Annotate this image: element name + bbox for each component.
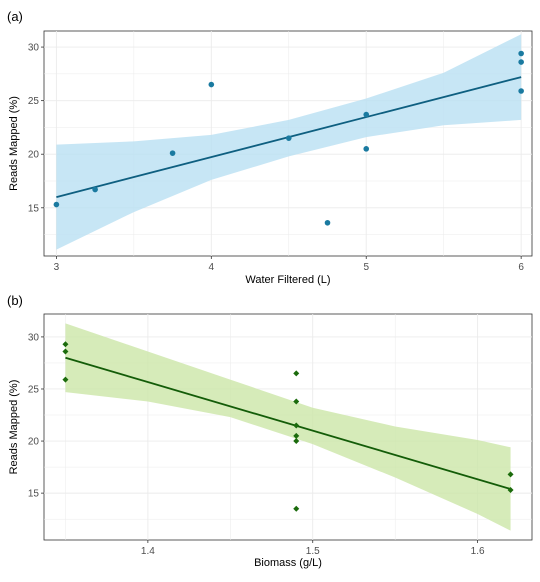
b-y-tick-label-0: 15 xyxy=(28,489,40,500)
a-data-point-6 xyxy=(363,111,370,118)
b-data-point-2 xyxy=(62,376,69,383)
b-data-point-7 xyxy=(293,438,300,445)
a-y-tick-label-0: 15 xyxy=(28,203,40,214)
b-data-point-0 xyxy=(62,341,69,348)
panel-a-y-axis-title: Reads Mapped (%) xyxy=(8,96,20,191)
panel-a-confidence-band xyxy=(56,34,522,250)
a-x-tick-label-2: 5 xyxy=(363,262,369,273)
a-data-point-8 xyxy=(518,50,524,57)
b-x-tick-label-2: 1.6 xyxy=(471,546,485,557)
a-data-point-0 xyxy=(53,201,60,208)
panel-a-y-ticks: 15 20 25 30 xyxy=(28,43,44,214)
a-x-tick-label-3: 6 xyxy=(518,262,524,273)
a-data-point-7 xyxy=(363,146,370,152)
b-data-point-3 xyxy=(293,370,300,377)
panel-a-x-ticks: 3 4 5 6 xyxy=(54,256,524,273)
a-data-point-1 xyxy=(92,186,98,193)
b-y-tick-label-2: 25 xyxy=(28,384,40,395)
panel-b-y-axis-title: Reads Mapped (%) xyxy=(8,380,20,475)
panel-b-confidence-band xyxy=(65,323,511,531)
panel-b-x-axis-title: Biomass (g/L) xyxy=(254,557,322,569)
a-x-tick-label-0: 3 xyxy=(54,262,60,273)
a-data-point-10 xyxy=(518,88,524,94)
panel-b-regression-line xyxy=(65,356,511,490)
a-data-point-4 xyxy=(285,135,292,141)
panel-b-points xyxy=(62,341,514,512)
b-data-point-1 xyxy=(62,348,69,355)
b-x-tick-label-0: 1.4 xyxy=(141,546,155,557)
a-y-tick-label-3: 30 xyxy=(28,43,40,54)
panel-b: (b) 1.4 1.5 1.6 15 20 25 30 Biomass (g/L) Rea… xyxy=(7,293,533,569)
panel-a-points xyxy=(53,50,524,226)
a-data-point-3 xyxy=(208,81,215,88)
b-data-point-10 xyxy=(507,487,514,494)
a-data-point-9 xyxy=(518,59,524,65)
a-data-point-2 xyxy=(169,150,176,156)
a-y-tick-label-1: 20 xyxy=(28,150,40,161)
panel-a-label: (a) xyxy=(7,9,23,24)
a-y-tick-label-2: 25 xyxy=(28,96,40,107)
panel-a: (a) 3 4 5 6 15 20 25 30 Water Filtered (L) Rea… xyxy=(7,9,533,286)
panel-b-x-ticks: 1.4 1.5 1.6 xyxy=(141,540,485,557)
panel-b-label: (b) xyxy=(7,293,23,308)
b-data-point-5 xyxy=(293,422,300,429)
b-y-tick-label-1: 20 xyxy=(28,437,40,448)
b-data-point-4 xyxy=(293,398,300,405)
b-data-point-6 xyxy=(293,432,300,439)
b-data-point-8 xyxy=(293,505,300,512)
b-x-tick-label-1: 1.5 xyxy=(306,546,320,557)
panel-b-y-ticks: 15 20 25 30 xyxy=(28,332,44,500)
b-data-point-9 xyxy=(507,471,514,478)
a-data-point-5 xyxy=(324,219,331,226)
b-y-tick-label-3: 30 xyxy=(28,332,40,343)
a-x-tick-label-1: 4 xyxy=(209,262,215,273)
panel-a-x-axis-title: Water Filtered (L) xyxy=(245,274,330,286)
